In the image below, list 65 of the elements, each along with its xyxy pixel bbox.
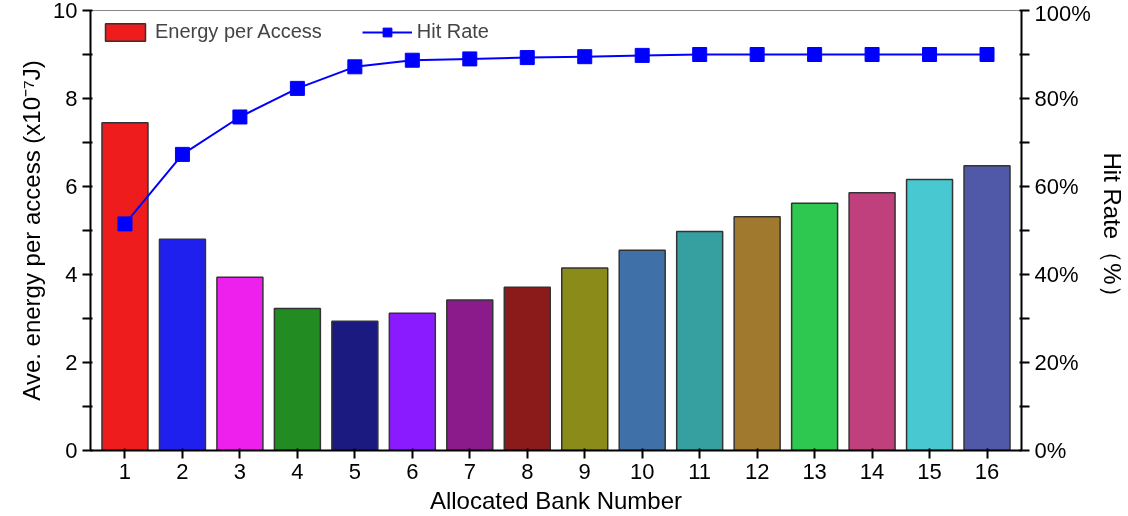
y-tick-label: 2 [65,350,78,375]
y2-tick-label: 40% [1034,262,1079,287]
point [979,47,995,62]
y2-tick-label: 60% [1034,174,1079,199]
x-tick-label: 3 [233,458,247,484]
bar [273,307,322,451]
x-tick-label: 4 [291,458,304,484]
point [232,109,248,125]
x-tick-label: 11 [688,458,712,484]
bar [331,320,379,451]
y-tick-label: 0 [65,438,78,463]
y-tick-label: 6 [65,174,78,199]
x-tick-label: 7 [463,458,476,484]
legend-label: Energy per Access [155,20,322,43]
x-axis-title: Allocated Bank Number [429,486,683,514]
point [519,50,535,66]
point [634,47,650,63]
point [117,216,133,232]
y-axis-title: Ave. energy per access (x10⁻⁷J) [18,60,46,401]
x-tick-label: 12 [744,458,770,484]
x-tick-label: 13 [802,458,827,484]
y2-tick-label: 80% [1034,86,1079,111]
y-tick-label: 4 [65,262,78,287]
bar [733,216,781,451]
bar [216,276,264,451]
legend-label: Hit Rate [416,20,489,43]
bar [503,286,551,451]
y-tick-label: 10 [53,0,78,23]
y2-tick-label: 100% [1034,0,1091,26]
point [289,80,305,96]
point [864,47,880,62]
bar [963,165,1011,451]
bar [905,178,954,451]
x-tick-label: 15 [917,458,942,484]
point [174,146,190,162]
y2-tick-label: 20% [1034,350,1079,375]
x-tick-label: 16 [974,458,1000,484]
x-tick-label: 1 [118,458,132,484]
x-tick-label: 9 [578,458,591,484]
point [807,47,823,62]
point [922,47,938,62]
bar [675,230,724,451]
point [749,47,765,62]
point [692,47,708,62]
bar [446,299,494,451]
bar [388,312,437,451]
point [577,49,593,65]
x-tick-label: 10 [629,458,655,484]
bar [158,238,207,451]
bar [790,202,839,451]
bar [618,249,666,451]
point [462,51,478,67]
x-tick-label: 2 [176,458,189,484]
y2-axis-title: Hit Rate（%） [1098,152,1126,309]
x-tick-label: 8 [521,458,534,484]
x-tick-label: 5 [348,458,361,484]
point [404,52,420,68]
y2-tick-label: 0% [1034,438,1067,463]
y-tick-label: 8 [65,86,78,111]
point [347,59,363,75]
bar [561,267,609,451]
x-tick-label: 6 [406,458,419,484]
bar [848,191,896,451]
x-tick-label: 14 [859,458,885,484]
bar [101,121,149,451]
